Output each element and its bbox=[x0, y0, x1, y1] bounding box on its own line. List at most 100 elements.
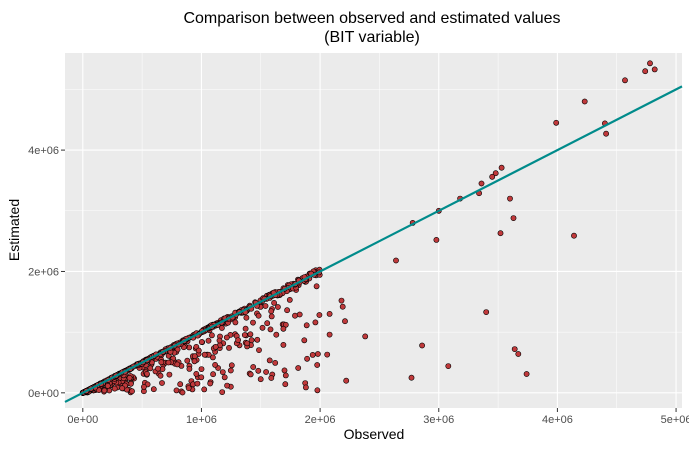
data-point bbox=[281, 367, 288, 374]
data-point bbox=[314, 351, 321, 357]
data-point bbox=[201, 386, 208, 393]
data-point bbox=[571, 232, 577, 239]
data-point bbox=[257, 376, 264, 383]
data-point bbox=[316, 312, 323, 318]
y-tick-label: 0e+00 bbox=[28, 388, 59, 400]
data-point bbox=[303, 322, 310, 329]
data-point bbox=[191, 358, 198, 365]
data-point bbox=[268, 313, 275, 320]
data-point bbox=[198, 366, 205, 372]
data-point bbox=[144, 370, 150, 377]
data-point bbox=[223, 334, 230, 341]
chart-title: Comparison between observed and estimate… bbox=[183, 10, 560, 27]
data-point bbox=[268, 308, 275, 315]
data-point bbox=[489, 173, 496, 180]
data-point bbox=[232, 319, 239, 326]
y-tick-label: 4e+06 bbox=[28, 145, 59, 157]
data-point bbox=[101, 387, 108, 394]
data-point bbox=[273, 331, 280, 338]
fit-line-layer bbox=[64, 85, 683, 403]
data-point bbox=[119, 385, 126, 392]
data-point bbox=[338, 297, 345, 304]
data-point bbox=[219, 389, 226, 395]
x-axis-ticks: 0e+00 1e+06 2e+06 3e+06 4e+06 5e+06 bbox=[67, 408, 689, 426]
data-point bbox=[165, 359, 172, 366]
data-point bbox=[553, 119, 560, 126]
data-point bbox=[274, 304, 281, 310]
data-point bbox=[242, 325, 249, 332]
data-point bbox=[292, 312, 298, 319]
data-point bbox=[267, 326, 274, 333]
data-point bbox=[201, 351, 208, 358]
data-point bbox=[651, 66, 658, 73]
data-point bbox=[244, 340, 250, 347]
data-point bbox=[111, 385, 118, 392]
data-point bbox=[581, 98, 588, 105]
data-point bbox=[304, 355, 310, 362]
data-point bbox=[247, 331, 254, 338]
grid-lines bbox=[65, 53, 682, 408]
data-point bbox=[210, 371, 216, 378]
data-point bbox=[478, 180, 485, 187]
y-tick-label: 2e+06 bbox=[28, 266, 59, 278]
data-point bbox=[224, 382, 230, 389]
data-point bbox=[280, 325, 287, 332]
data-point bbox=[259, 324, 266, 331]
data-point bbox=[312, 319, 319, 326]
y-axis-title: Estimated bbox=[6, 199, 22, 261]
data-point bbox=[241, 332, 248, 338]
data-point bbox=[147, 365, 154, 372]
fit-line bbox=[64, 85, 683, 403]
data-point bbox=[186, 365, 193, 372]
data-point bbox=[158, 359, 165, 366]
data-point bbox=[207, 380, 214, 387]
data-point bbox=[177, 381, 184, 388]
data-point bbox=[603, 130, 609, 137]
data-point bbox=[173, 387, 180, 394]
x-tick-label: 3e+06 bbox=[423, 414, 454, 426]
data-point bbox=[284, 307, 290, 314]
data-point bbox=[140, 383, 147, 390]
data-point bbox=[255, 367, 262, 374]
data-point bbox=[301, 337, 308, 344]
data-point bbox=[155, 365, 161, 372]
data-point bbox=[523, 371, 530, 377]
data-point bbox=[191, 353, 198, 360]
data-point bbox=[193, 370, 200, 377]
data-point bbox=[314, 387, 321, 394]
data-point bbox=[313, 283, 320, 290]
data-point bbox=[282, 381, 289, 388]
data-point bbox=[309, 351, 316, 358]
data-point bbox=[324, 351, 331, 358]
data-point bbox=[339, 303, 346, 310]
x-tick-label: 5e+06 bbox=[661, 414, 689, 426]
data-point bbox=[159, 380, 165, 386]
data-point bbox=[129, 388, 135, 395]
data-point bbox=[296, 311, 303, 318]
data-point bbox=[268, 375, 275, 381]
data-point bbox=[250, 319, 256, 326]
data-point bbox=[218, 325, 225, 331]
data-point bbox=[393, 257, 399, 264]
data-point bbox=[216, 337, 223, 344]
data-point bbox=[104, 382, 111, 389]
x-tick-label: 2e+06 bbox=[305, 414, 336, 426]
data-point bbox=[179, 389, 186, 396]
data-point bbox=[497, 230, 504, 237]
data-point bbox=[622, 77, 628, 84]
data-point bbox=[483, 309, 490, 315]
data-point bbox=[209, 354, 216, 361]
data-point bbox=[419, 342, 425, 349]
data-point bbox=[286, 296, 293, 303]
data-point bbox=[126, 374, 133, 381]
data-point bbox=[272, 359, 279, 366]
data-point bbox=[226, 344, 232, 351]
data-point bbox=[157, 372, 164, 379]
data-point bbox=[227, 367, 234, 374]
data-point bbox=[262, 303, 269, 309]
chart-subtitle: (BIT variable) bbox=[324, 29, 420, 46]
data-point bbox=[302, 384, 309, 391]
data-point bbox=[208, 332, 215, 339]
